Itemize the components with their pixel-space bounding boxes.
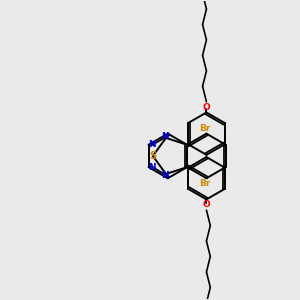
Text: O: O [202,103,210,112]
Text: N: N [148,163,155,172]
Text: O: O [202,200,210,209]
Text: S: S [149,151,156,161]
Text: N: N [160,132,168,141]
Text: Br: Br [199,179,211,188]
Text: N: N [148,140,155,149]
Text: Br: Br [199,124,211,133]
Text: N: N [160,171,168,180]
